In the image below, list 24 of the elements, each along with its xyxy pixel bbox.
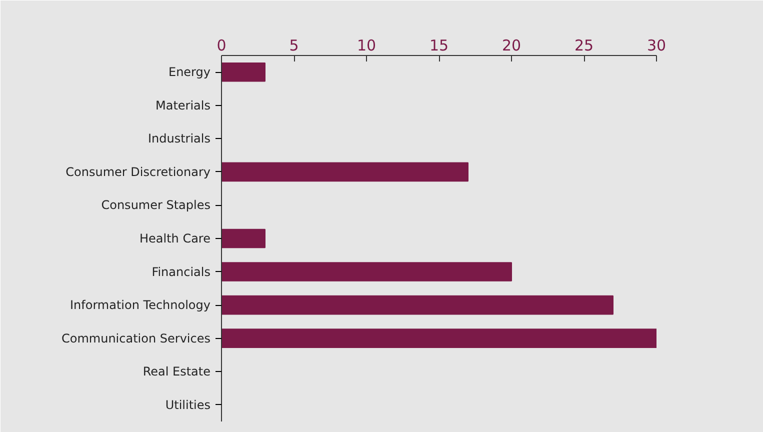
y-tick-label: Materials (156, 98, 211, 112)
x-tick-label: 15 (429, 36, 449, 54)
x-tick-label: 30 (646, 36, 666, 54)
bar (222, 262, 512, 282)
y-tick-label: Real Estate (142, 364, 211, 379)
bar (222, 162, 468, 182)
y-tick-label: Communication Services (62, 331, 210, 346)
y-tick-label: Consumer Staples (101, 198, 210, 212)
y-tick-label: Industrials (148, 132, 210, 146)
y-tick-label: Energy (168, 65, 211, 80)
y-tick-label: Information Technology (70, 298, 211, 312)
y-tick-label: Health Care (139, 232, 211, 246)
x-tick-label: 25 (574, 36, 594, 54)
bar (222, 228, 266, 248)
x-tick-label: 0 (216, 36, 226, 54)
bar (222, 295, 614, 315)
x-tick-label: 10 (356, 36, 376, 54)
bar (222, 328, 656, 348)
y-tick-label: Consumer Discretionary (66, 164, 211, 179)
bar (222, 62, 266, 82)
y-tick-label: Financials (152, 264, 211, 279)
y-tick-label: Utilities (165, 398, 211, 412)
x-tick-label: 5 (289, 36, 299, 54)
x-tick-label: 20 (502, 36, 522, 54)
